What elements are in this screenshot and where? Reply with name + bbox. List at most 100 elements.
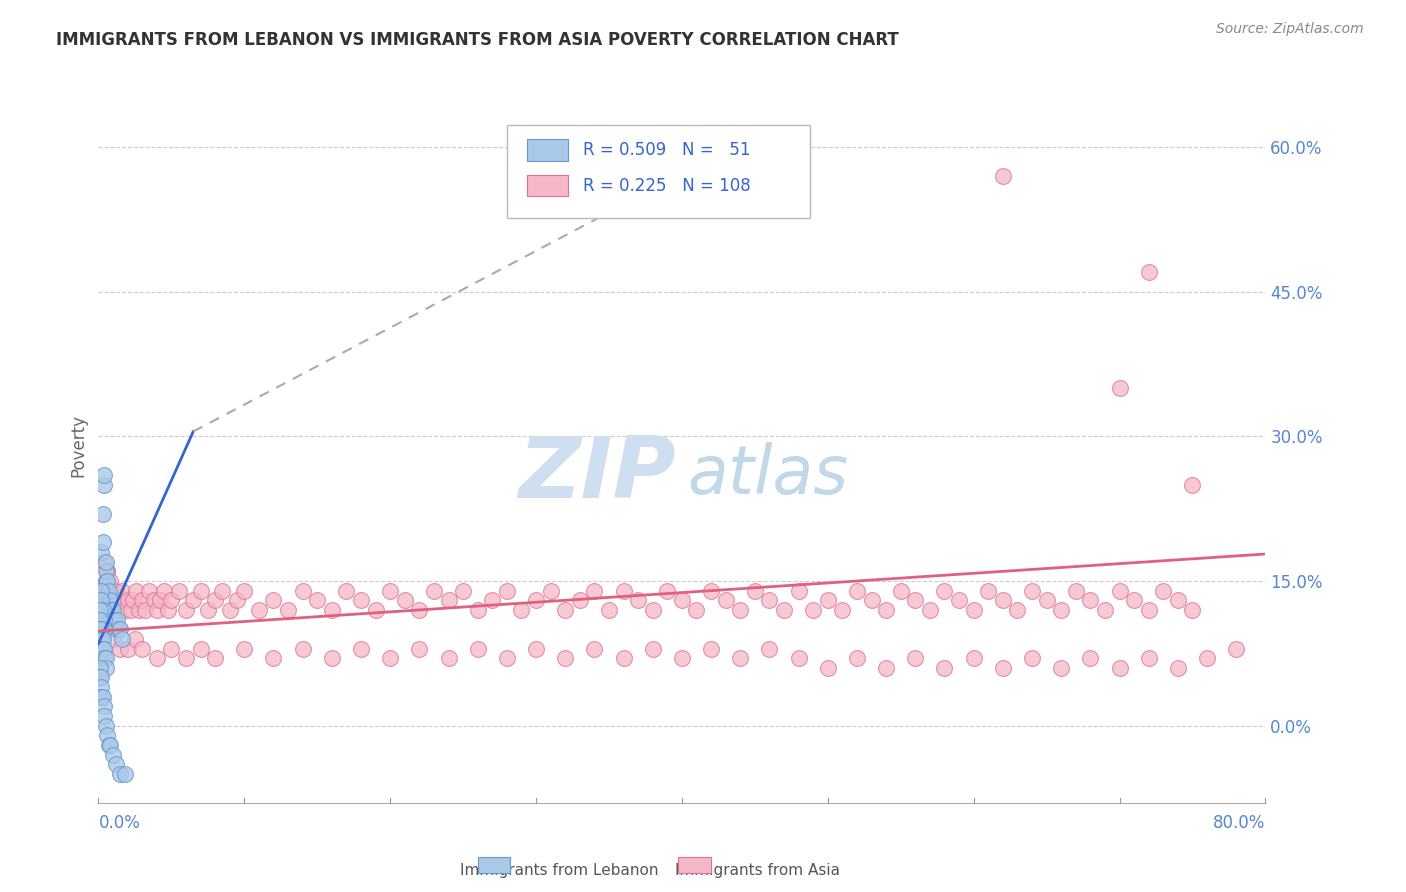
- Point: [103, 593, 125, 607]
- Point: [100, 613, 122, 627]
- Point: [100, 603, 122, 617]
- Point: [1080, 651, 1102, 665]
- Point: [93, 641, 115, 656]
- Point: [1108, 381, 1130, 395]
- Point: [948, 593, 970, 607]
- Point: [1007, 603, 1029, 617]
- Point: [97, 738, 120, 752]
- Text: 80.0%: 80.0%: [1213, 814, 1265, 832]
- Point: [685, 603, 707, 617]
- Point: [94, 661, 117, 675]
- Text: 0.0%: 0.0%: [98, 814, 141, 832]
- Point: [97, 593, 120, 607]
- Point: [817, 661, 839, 675]
- Point: [94, 574, 117, 588]
- Point: [91, 632, 114, 646]
- Point: [204, 593, 226, 607]
- Point: [233, 641, 256, 656]
- Point: [142, 593, 165, 607]
- Point: [991, 593, 1014, 607]
- Text: R = 0.225   N = 108: R = 0.225 N = 108: [582, 177, 751, 194]
- Point: [394, 593, 416, 607]
- Text: Source: ZipAtlas.com: Source: ZipAtlas.com: [1216, 22, 1364, 37]
- Point: [510, 603, 533, 617]
- Point: [93, 555, 115, 569]
- Point: [97, 583, 120, 598]
- Point: [146, 603, 169, 617]
- Point: [657, 583, 679, 598]
- Point: [90, 632, 112, 646]
- Point: [94, 719, 117, 733]
- Point: [128, 603, 150, 617]
- Point: [1064, 583, 1087, 598]
- Point: [1152, 583, 1174, 598]
- Point: [98, 574, 121, 588]
- Point: [524, 641, 547, 656]
- Point: [98, 593, 121, 607]
- Text: IMMIGRANTS FROM LEBANON VS IMMIGRANTS FROM ASIA POVERTY CORRELATION CHART: IMMIGRANTS FROM LEBANON VS IMMIGRANTS FR…: [56, 31, 898, 49]
- Point: [831, 603, 853, 617]
- Point: [307, 593, 329, 607]
- Point: [97, 583, 120, 598]
- Point: [1080, 593, 1102, 607]
- Point: [700, 641, 723, 656]
- Point: [846, 583, 869, 598]
- Point: [350, 593, 373, 607]
- Point: [730, 603, 752, 617]
- Text: R = 0.509   N =   51: R = 0.509 N = 51: [582, 141, 751, 159]
- Point: [91, 603, 114, 617]
- Point: [1123, 593, 1146, 607]
- Point: [962, 651, 984, 665]
- Point: [91, 507, 114, 521]
- Point: [96, 565, 118, 579]
- Point: [612, 651, 634, 665]
- Point: [437, 651, 460, 665]
- Point: [875, 603, 897, 617]
- Point: [114, 767, 136, 781]
- Point: [101, 613, 124, 627]
- Point: [110, 767, 132, 781]
- Point: [860, 593, 883, 607]
- Point: [157, 603, 180, 617]
- Point: [117, 593, 139, 607]
- Point: [423, 583, 446, 598]
- Point: [103, 613, 125, 627]
- Point: [131, 593, 153, 607]
- Point: [568, 593, 591, 607]
- Point: [554, 603, 576, 617]
- Point: [787, 651, 810, 665]
- Point: [1195, 651, 1218, 665]
- Point: [122, 593, 145, 607]
- Point: [1284, 362, 1306, 376]
- Point: [153, 583, 176, 598]
- Point: [197, 603, 219, 617]
- Point: [160, 593, 183, 607]
- Point: [1181, 603, 1204, 617]
- Point: [612, 583, 634, 598]
- Point: [226, 593, 249, 607]
- Point: [671, 593, 693, 607]
- Point: [89, 622, 111, 636]
- Point: [108, 593, 131, 607]
- Point: [380, 651, 402, 665]
- Point: [114, 603, 136, 617]
- Text: Immigrants from Lebanon: Immigrants from Lebanon: [460, 863, 658, 879]
- Point: [134, 603, 156, 617]
- Point: [94, 555, 117, 569]
- Point: [204, 651, 226, 665]
- Point: [93, 467, 115, 482]
- Point: [218, 603, 240, 617]
- Point: [904, 651, 927, 665]
- Point: [89, 670, 111, 684]
- Point: [890, 583, 912, 598]
- Point: [408, 641, 430, 656]
- Point: [1225, 641, 1247, 656]
- Point: [321, 651, 343, 665]
- Point: [291, 583, 314, 598]
- Point: [111, 583, 134, 598]
- Point: [496, 651, 519, 665]
- Point: [846, 651, 869, 665]
- Point: [524, 593, 547, 607]
- Point: [174, 603, 197, 617]
- Point: [730, 651, 752, 665]
